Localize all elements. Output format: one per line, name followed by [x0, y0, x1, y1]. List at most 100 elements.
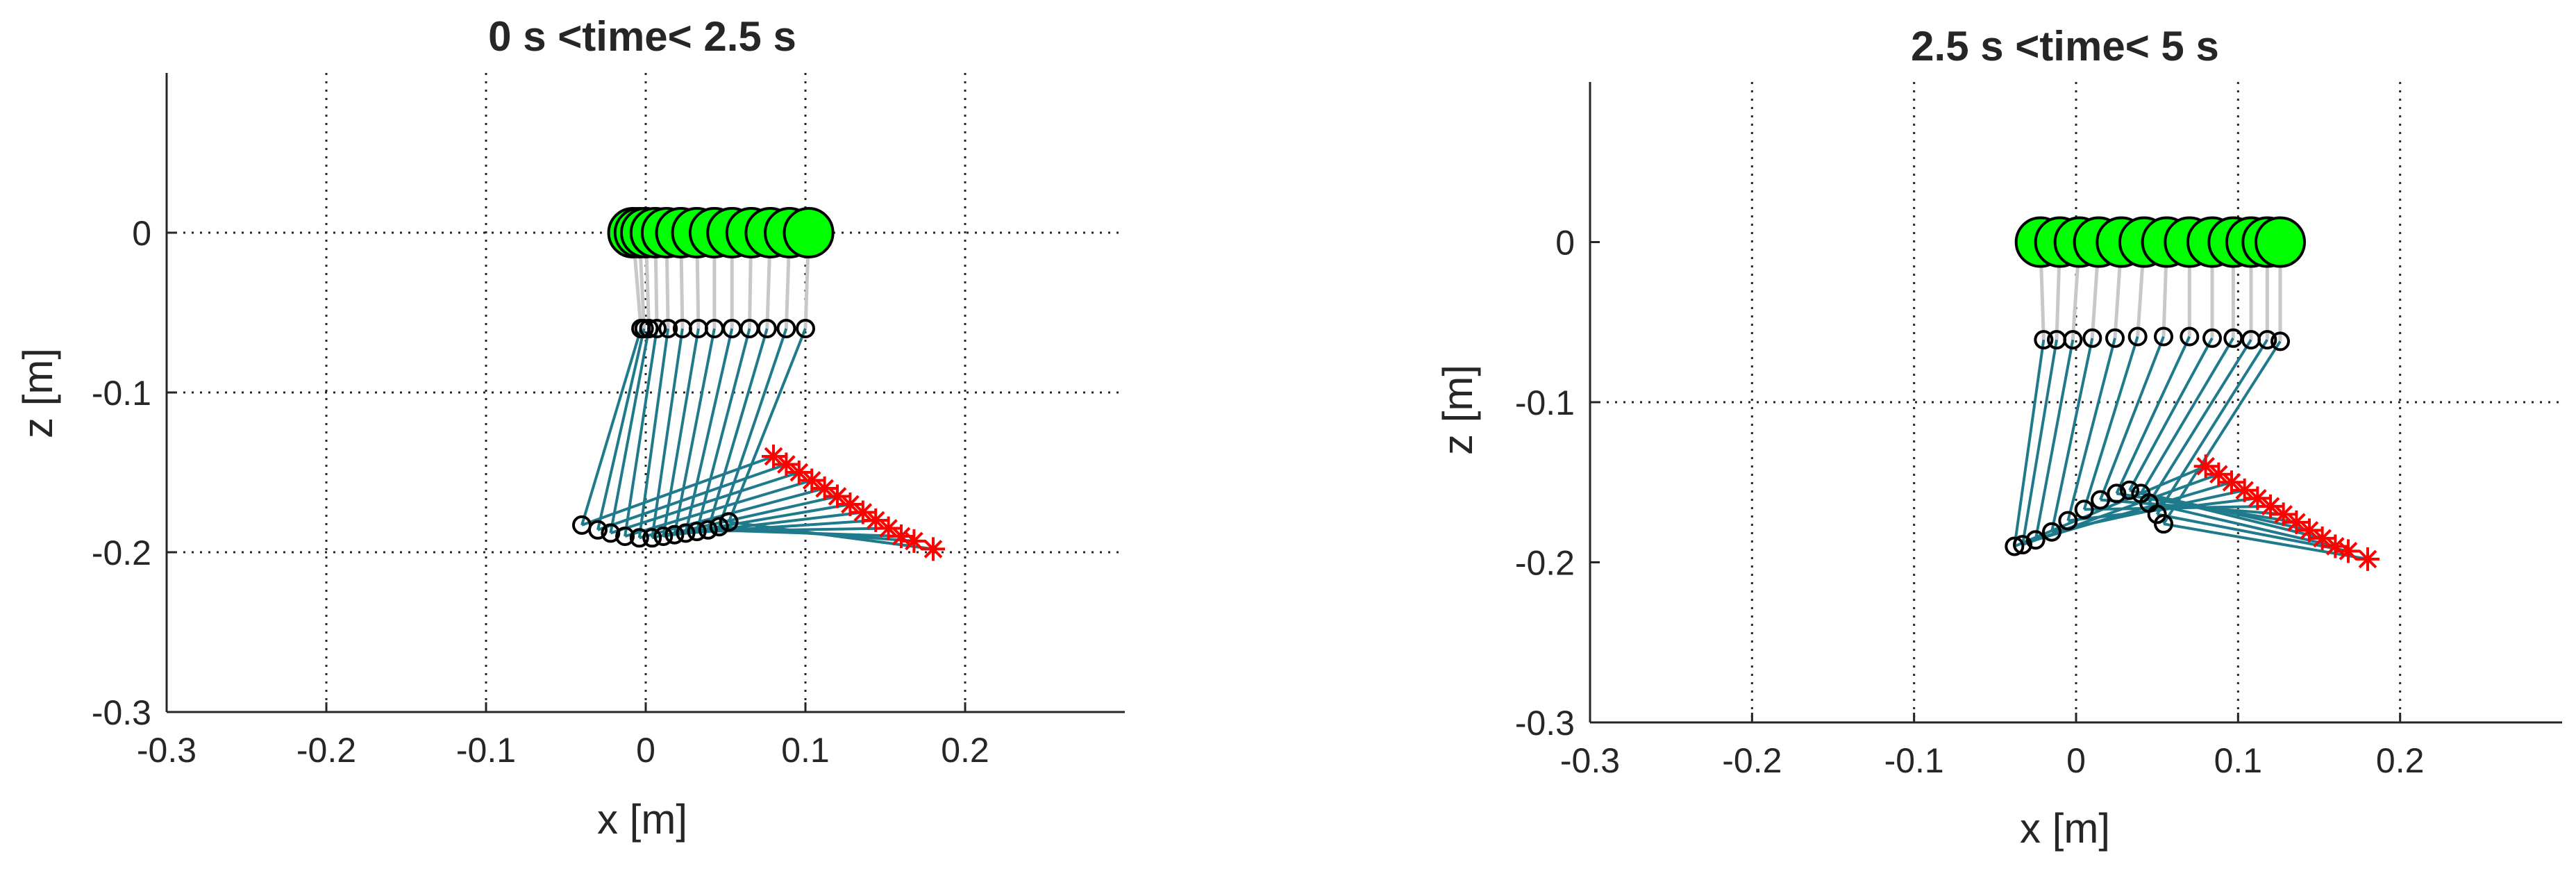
- y-tick-label: -0.1: [92, 374, 151, 413]
- target-star-marker: [800, 468, 824, 493]
- leg-link-line: [596, 328, 646, 531]
- hip-joint-marker: [776, 319, 796, 338]
- x-tick-label: 0.1: [2214, 741, 2263, 780]
- y-tick-label: -0.2: [92, 533, 151, 572]
- foot-marker: [2013, 535, 2032, 555]
- foot-marker: [2154, 514, 2173, 534]
- x-tick-label: -0.3: [1560, 741, 1620, 780]
- x-tick-label: -0.2: [296, 731, 356, 770]
- target-star-marker: [2336, 539, 2360, 563]
- target-star-marker: [774, 452, 798, 477]
- foot-marker: [629, 528, 649, 548]
- y-tick-label: 0: [132, 214, 151, 253]
- x-axis-label: x [m]: [2020, 805, 2110, 852]
- leg-link-line: [2050, 338, 2094, 533]
- leg-link-line: [2013, 339, 2046, 547]
- y-tick-label: -0.3: [92, 693, 151, 732]
- foot-marker: [601, 523, 621, 543]
- target-star-marker: [902, 529, 926, 553]
- foot-marker: [642, 528, 662, 548]
- y-tick-label: -0.2: [1515, 544, 1575, 583]
- mass-bob-marker: [783, 207, 835, 258]
- target-star-marker: [2232, 478, 2257, 502]
- x-tick-label: -0.1: [1884, 741, 1944, 780]
- chart-title: 0 s <time< 2.5 s: [488, 13, 796, 60]
- hip-joint-marker: [2063, 330, 2083, 350]
- leg-link-line: [2014, 465, 2207, 548]
- hip-joint-marker: [2105, 328, 2125, 348]
- target-star-marker: [2284, 510, 2309, 534]
- y-tick-label: -0.1: [1515, 383, 1575, 422]
- foot-marker: [2120, 480, 2139, 500]
- x-axis-label: x [m]: [597, 796, 687, 843]
- foot-marker: [2042, 522, 2061, 542]
- target-star-marker: [812, 477, 837, 500]
- leg-link-line: [2084, 504, 2271, 511]
- target-star-marker: [876, 516, 901, 540]
- target-star-marker: [2193, 454, 2218, 479]
- leg-link-line: [728, 520, 934, 551]
- foot-marker: [676, 523, 696, 543]
- foot-marker: [2107, 483, 2127, 504]
- plot-area: -0.3 -0.2 -0.1 0 0.1 0.2 -0.3 -0.2 -0.1 0: [92, 73, 1125, 770]
- leg-link-line: [2066, 338, 2116, 522]
- target-star-marker: [2220, 470, 2243, 495]
- leg-link-line: [2148, 502, 2336, 548]
- target-star-marker: [921, 537, 945, 561]
- foot-marker: [2005, 536, 2025, 556]
- chart-title: 2.5 s <time< 5 s: [1911, 23, 2219, 69]
- hip-joint-marker: [2270, 331, 2290, 351]
- y-tick-label: -0.3: [1515, 704, 1575, 743]
- foot-marker: [709, 517, 729, 537]
- leg-link-line: [684, 328, 734, 533]
- leg-link-line: [2139, 337, 2235, 495]
- leg-link-line: [651, 328, 684, 538]
- foot-marker: [2074, 499, 2094, 520]
- hip-joint-marker: [2180, 326, 2200, 347]
- leg-link-line: [717, 328, 788, 527]
- leg-link-line: [2155, 339, 2269, 515]
- target-star-marker: [2271, 502, 2295, 527]
- target-star-marker: [838, 493, 862, 516]
- x-tick-label: 0.2: [2376, 741, 2425, 780]
- mass-bob-marker: [2255, 216, 2306, 268]
- foot-marker: [2025, 530, 2046, 550]
- leg-link-line: [2034, 339, 2075, 540]
- target-star-marker: [2207, 462, 2231, 486]
- foot-marker: [2091, 490, 2110, 510]
- y-tick-label: 0: [1555, 224, 1575, 263]
- foot-marker: [719, 512, 739, 532]
- leg-link-line: [2128, 337, 2214, 491]
- foot-marker: [2058, 511, 2078, 531]
- leg-link-line: [2163, 522, 2368, 561]
- hip-joint-marker: [647, 319, 667, 338]
- leg-link-line: [609, 328, 651, 533]
- target-star-marker: [864, 508, 888, 532]
- hip-joint-marker: [757, 319, 777, 338]
- foot-marker: [664, 524, 685, 545]
- target-star-marker: [762, 445, 785, 468]
- leg-link-line: [662, 328, 700, 537]
- leg-link-line: [624, 479, 812, 538]
- chart-right: 2.5 s <time< 5 s -0.3 -0.2 -0.1 0 0.1 0.2-0.3…: [1435, 23, 2562, 852]
- leg-link-line: [727, 328, 807, 523]
- target-star-marker: [2298, 518, 2321, 543]
- plot-area: -0.3 -0.2 -0.1 0 0.1 0.2 -0.3 -0.2 -0.1 0: [1515, 82, 2562, 780]
- target-star-marker: [787, 461, 811, 484]
- x-tick-label: 0: [2066, 741, 2086, 780]
- target-star-marker: [2356, 547, 2380, 571]
- chart-left: 0 s <time< 2.5 s -0.3 -0.2 -0.1 0 0.1 0.2-0.3…: [15, 13, 1125, 843]
- leg-link-line: [695, 328, 751, 532]
- x-tick-label: -0.1: [456, 731, 516, 770]
- leg-link-line: [597, 463, 787, 531]
- leg-link-line: [2140, 492, 2323, 540]
- foot-marker: [653, 527, 674, 546]
- hip-joint-marker: [2082, 328, 2102, 348]
- hip-joint-marker: [2034, 330, 2054, 350]
- x-tick-label: -0.2: [1722, 741, 1782, 780]
- y-axis-label: z [m]: [15, 348, 61, 438]
- target-star-marker: [2310, 526, 2334, 550]
- x-tick-label: 0.2: [941, 731, 989, 770]
- foot-marker: [698, 520, 718, 540]
